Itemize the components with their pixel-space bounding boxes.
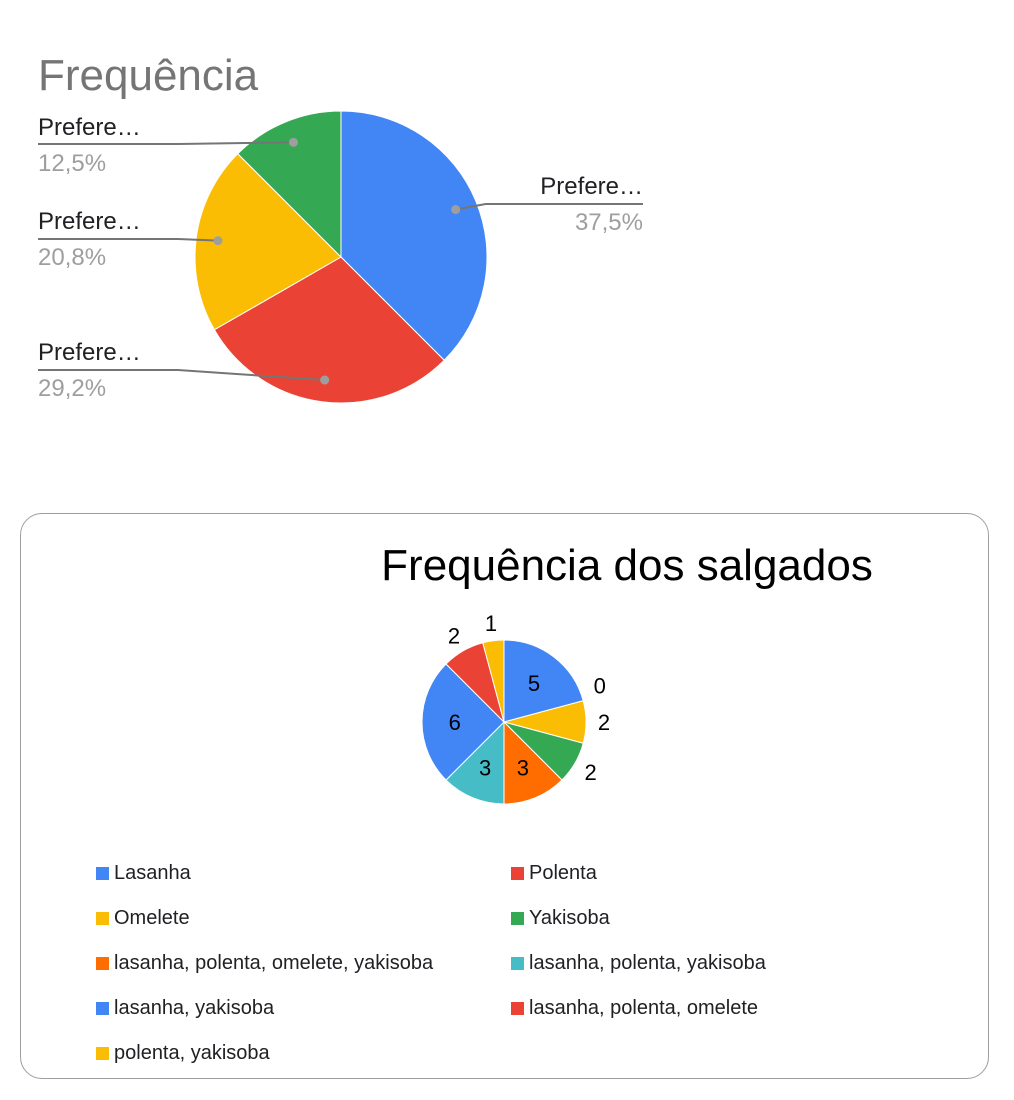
leader-line <box>455 203 643 211</box>
legend-item: Lasanha <box>96 862 191 885</box>
legend-item: polenta, yakisoba <box>96 1042 270 1065</box>
slice-percent-label: 20,8% <box>38 244 106 271</box>
pie-slice <box>340 110 488 361</box>
legend-label: polenta, yakisoba <box>114 1042 270 1064</box>
leader-line <box>38 141 294 145</box>
legend-swatch <box>511 957 524 970</box>
slice-percent-label: 29,2% <box>38 375 106 402</box>
legend-label: lasanha, polenta, omelete <box>529 997 759 1019</box>
legend-swatch <box>511 1002 524 1015</box>
leader-dot <box>451 205 461 215</box>
legend-swatch <box>96 912 109 925</box>
pie-slice <box>237 110 342 259</box>
slice-label: Prefere… <box>38 114 141 141</box>
legend-label: lasanha, polenta, omelete, yakisoba <box>114 952 434 974</box>
legend-item: lasanha, yakisoba <box>96 997 274 1020</box>
legend-swatch <box>96 867 109 880</box>
pie-slice <box>213 256 445 404</box>
leader-dot <box>213 236 223 246</box>
pie-slice <box>194 153 342 331</box>
legend-swatch <box>511 912 524 925</box>
slice-label: Prefere… <box>540 173 643 200</box>
slice-percent-label: 12,5% <box>38 150 106 177</box>
legend-item: lasanha, polenta, omelete <box>511 997 758 1020</box>
legend-label: lasanha, polenta, yakisoba <box>529 952 766 974</box>
legend-swatch <box>96 1047 109 1060</box>
chart-card-salgados <box>20 513 989 1079</box>
legend-swatch <box>96 1002 109 1015</box>
chart-title: Frequência <box>38 51 259 100</box>
legend-label: lasanha, yakisoba <box>114 997 275 1019</box>
legend-swatch <box>96 957 109 970</box>
legend-label: Polenta <box>529 862 597 884</box>
pie-chart-frequencia: Frequência Prefere… 37,5% Prefere… 29,2% Pre… <box>38 51 643 404</box>
slice-percent-label: 37,5% <box>575 209 643 236</box>
legend-item: lasanha, polenta, omelete, yakisoba <box>96 952 433 975</box>
leader-line <box>38 238 219 242</box>
leader-dot <box>320 375 330 385</box>
legend-label: Yakisoba <box>529 907 610 929</box>
legend-label: Lasanha <box>114 862 191 884</box>
legend-item: Polenta <box>511 862 597 885</box>
leader-dot <box>289 137 299 147</box>
leader-line <box>38 369 325 382</box>
legend-item: Yakisoba <box>511 907 610 930</box>
slice-label: Prefere… <box>38 208 141 235</box>
slice-label: Prefere… <box>38 339 141 366</box>
legend-item: lasanha, polenta, yakisoba <box>511 952 766 975</box>
legend-item: Omelete <box>96 907 190 930</box>
legend-label: Omelete <box>114 907 190 929</box>
legend-swatch <box>511 867 524 880</box>
